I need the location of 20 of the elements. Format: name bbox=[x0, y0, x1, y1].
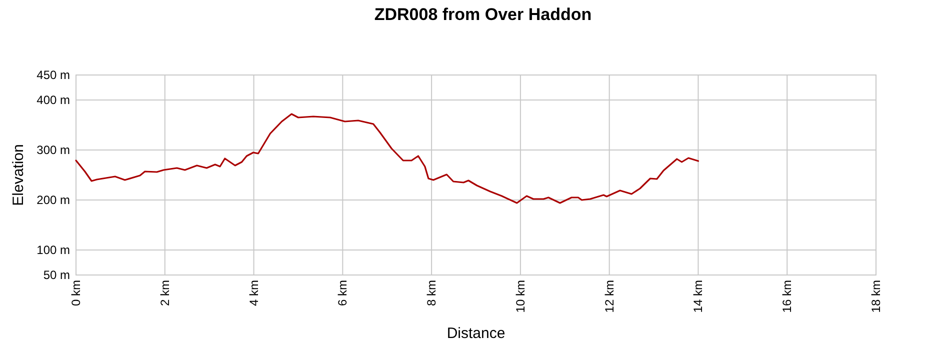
x-tick-label: 12 km bbox=[602, 280, 616, 313]
x-tick-label: 14 km bbox=[691, 280, 706, 313]
x-tick-label: 8 km bbox=[424, 280, 439, 306]
y-tick-label: 450 m bbox=[36, 68, 70, 82]
y-axis-title: Elevation bbox=[10, 144, 27, 206]
x-tick-label: 10 km bbox=[513, 280, 528, 313]
x-axis-title: Distance bbox=[446, 325, 506, 342]
x-tick-label: 0 km bbox=[69, 280, 83, 306]
x-tick-label: 2 km bbox=[158, 280, 172, 306]
y-tick-label: 200 m bbox=[36, 193, 70, 207]
y-tick-label: 100 m bbox=[36, 243, 70, 257]
y-tick-label: 400 m bbox=[36, 93, 70, 107]
line-series bbox=[75, 113, 700, 204]
x-tick-label: 16 km bbox=[780, 280, 794, 313]
y-tick-label: 50 m bbox=[43, 268, 70, 282]
x-tick-label: 18 km bbox=[869, 280, 883, 313]
x-tick-label: 6 km bbox=[336, 280, 350, 306]
y-tick-label: 300 m bbox=[36, 143, 70, 157]
x-tick-label: 4 km bbox=[246, 280, 261, 306]
chart-title: ZDR008 from Over Haddon bbox=[374, 5, 592, 24]
